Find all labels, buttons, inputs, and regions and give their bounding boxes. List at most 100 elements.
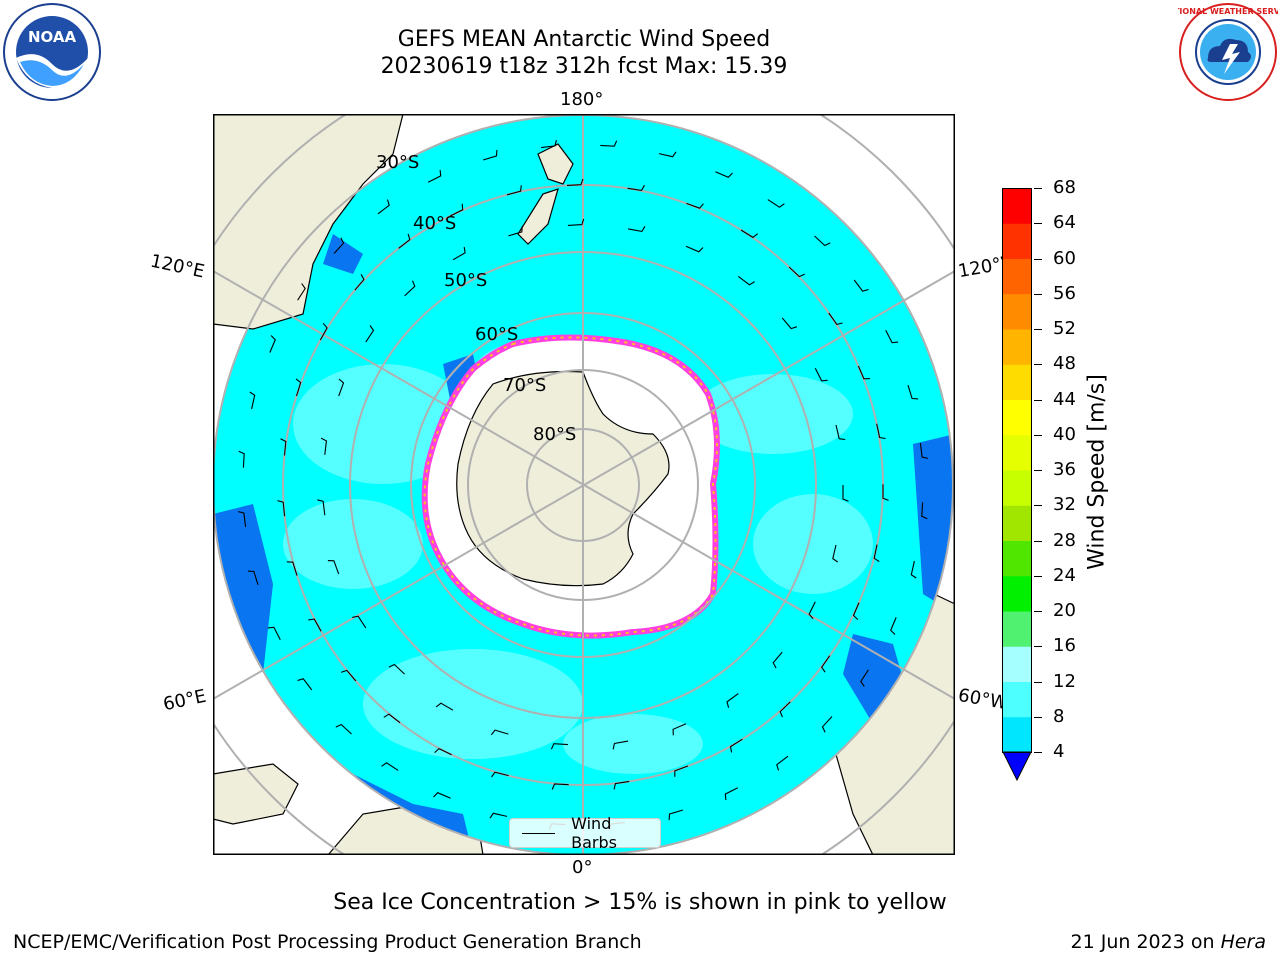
colorbar-segment [1002, 258, 1032, 295]
colorbar-segment [1002, 434, 1032, 471]
colorbar-segment [1002, 646, 1032, 682]
colorbar-tick-mark [1034, 434, 1042, 436]
colorbar-tick-mark [1034, 752, 1042, 753]
wind-barb [434, 747, 452, 756]
wind-barb [726, 693, 739, 708]
wind-barb [724, 787, 739, 801]
wind-barb [860, 669, 869, 687]
wind-barb [286, 561, 298, 576]
wind-barb [338, 378, 345, 397]
colorbar [1002, 188, 1034, 782]
wind-barb [890, 617, 897, 635]
wind-barb [249, 391, 256, 410]
colorbar-tick-mark [1034, 188, 1042, 189]
wind-barb [668, 809, 684, 821]
colorbar-tick-label: 28 [1053, 529, 1076, 551]
colorbar-tick-mark [1034, 716, 1042, 718]
wind-barb [852, 602, 860, 620]
wind-barb [876, 423, 886, 440]
wind-barb [335, 723, 352, 735]
colorbar-segment [1002, 611, 1032, 647]
wind-barb [835, 424, 846, 441]
colorbar-segment [1002, 293, 1032, 330]
wind-barb [832, 544, 839, 563]
wind-barb [842, 485, 849, 502]
colorbar-tick-label: 48 [1053, 353, 1076, 375]
wind-barb [767, 199, 785, 208]
colorbar-tick-label: 68 [1053, 177, 1076, 198]
colorbar-segment [1002, 716, 1032, 753]
wind-barb [821, 716, 833, 733]
wind-barb [658, 151, 677, 158]
map-legend: Wind Barbs [509, 814, 661, 852]
colorbar-tick-mark [1034, 399, 1042, 401]
wind-barb [489, 812, 508, 819]
wind-barb [247, 570, 259, 586]
colorbar-extend-arrow [1002, 751, 1032, 782]
wind-barb [317, 499, 326, 516]
wind-barb [808, 601, 816, 620]
lon-label-0: 0° [572, 857, 593, 878]
colorbar-tick-label: 64 [1053, 212, 1076, 234]
colorbar-tick-label: 60 [1053, 247, 1076, 269]
nws-logo: NATIONAL WEATHER SERVICE [1162, 2, 1280, 102]
lat-label-60s: 60°S [475, 324, 519, 345]
wind-barb [280, 438, 287, 456]
footer-credit: NCEP/EMC/Verification Post Processing Pr… [13, 931, 642, 953]
wind-barb [354, 274, 365, 291]
map-subtitle: 20230619 t18z 312h fcst Max: 15.39 [380, 54, 788, 79]
colorbar-tick-label: 36 [1053, 459, 1076, 480]
wind-barb [910, 560, 917, 579]
wind-barb [828, 312, 843, 326]
wind-barb [308, 618, 322, 632]
wind-barb [674, 765, 689, 777]
colorbar-tick-label: 40 [1053, 423, 1076, 445]
colorbar-tick-mark [1034, 329, 1042, 330]
colorbar-segment [1002, 470, 1032, 506]
wind-barb [776, 755, 789, 771]
wind-barb [882, 484, 889, 501]
wind-barb [781, 317, 798, 330]
colorbar-segment [1002, 505, 1032, 541]
colorbar-tick-mark [1034, 505, 1042, 507]
polar-map [213, 114, 955, 855]
footer-date: 21 Jun 2023 on Hera [1071, 931, 1267, 953]
colorbar-segment [1002, 329, 1032, 365]
wind-barb [452, 246, 466, 261]
colorbar-tick-mark [1034, 293, 1042, 295]
wind-barb [295, 378, 302, 397]
wind-barb [885, 329, 899, 344]
wind-barb [873, 544, 880, 563]
wind-barb [491, 771, 509, 778]
noaa-logo: NOAA [2, 2, 102, 102]
wind-barb [541, 139, 557, 149]
antarctica [421, 334, 720, 639]
wind-barb [490, 729, 509, 736]
wind-barb [729, 738, 743, 753]
lon-label-180: 180° [560, 89, 604, 110]
wind-barb [685, 245, 704, 253]
colorbar-tick-mark [1034, 575, 1042, 577]
wind-barb [788, 266, 805, 278]
wind-barb [238, 450, 245, 468]
wind-barb [506, 185, 522, 196]
colorbar-segment [1002, 681, 1032, 718]
colorbar-segment [1002, 223, 1032, 259]
wind-barb [482, 149, 498, 161]
colorbar-tick-mark [1034, 681, 1042, 683]
colorbar-tick-label: 52 [1053, 318, 1076, 339]
colorbar-tick-label: 16 [1053, 635, 1076, 657]
colorbar-tick-mark [1034, 258, 1042, 260]
colorbar-tick-label: 32 [1053, 494, 1076, 516]
footer-host: Hera [1220, 931, 1266, 953]
wind-barbs [237, 139, 929, 831]
wind-barb [435, 702, 454, 711]
colorbar-tick-mark [1034, 646, 1042, 648]
colorbar-tick-mark [1034, 611, 1042, 612]
lat-label-50s: 50°S [444, 270, 488, 291]
svg-text:NOAA: NOAA [28, 28, 77, 46]
wind-barb [672, 723, 687, 736]
wind-barb [612, 740, 629, 750]
lon-label-120e: 120°E [148, 250, 207, 283]
lat-label-70s: 70°S [503, 375, 547, 396]
